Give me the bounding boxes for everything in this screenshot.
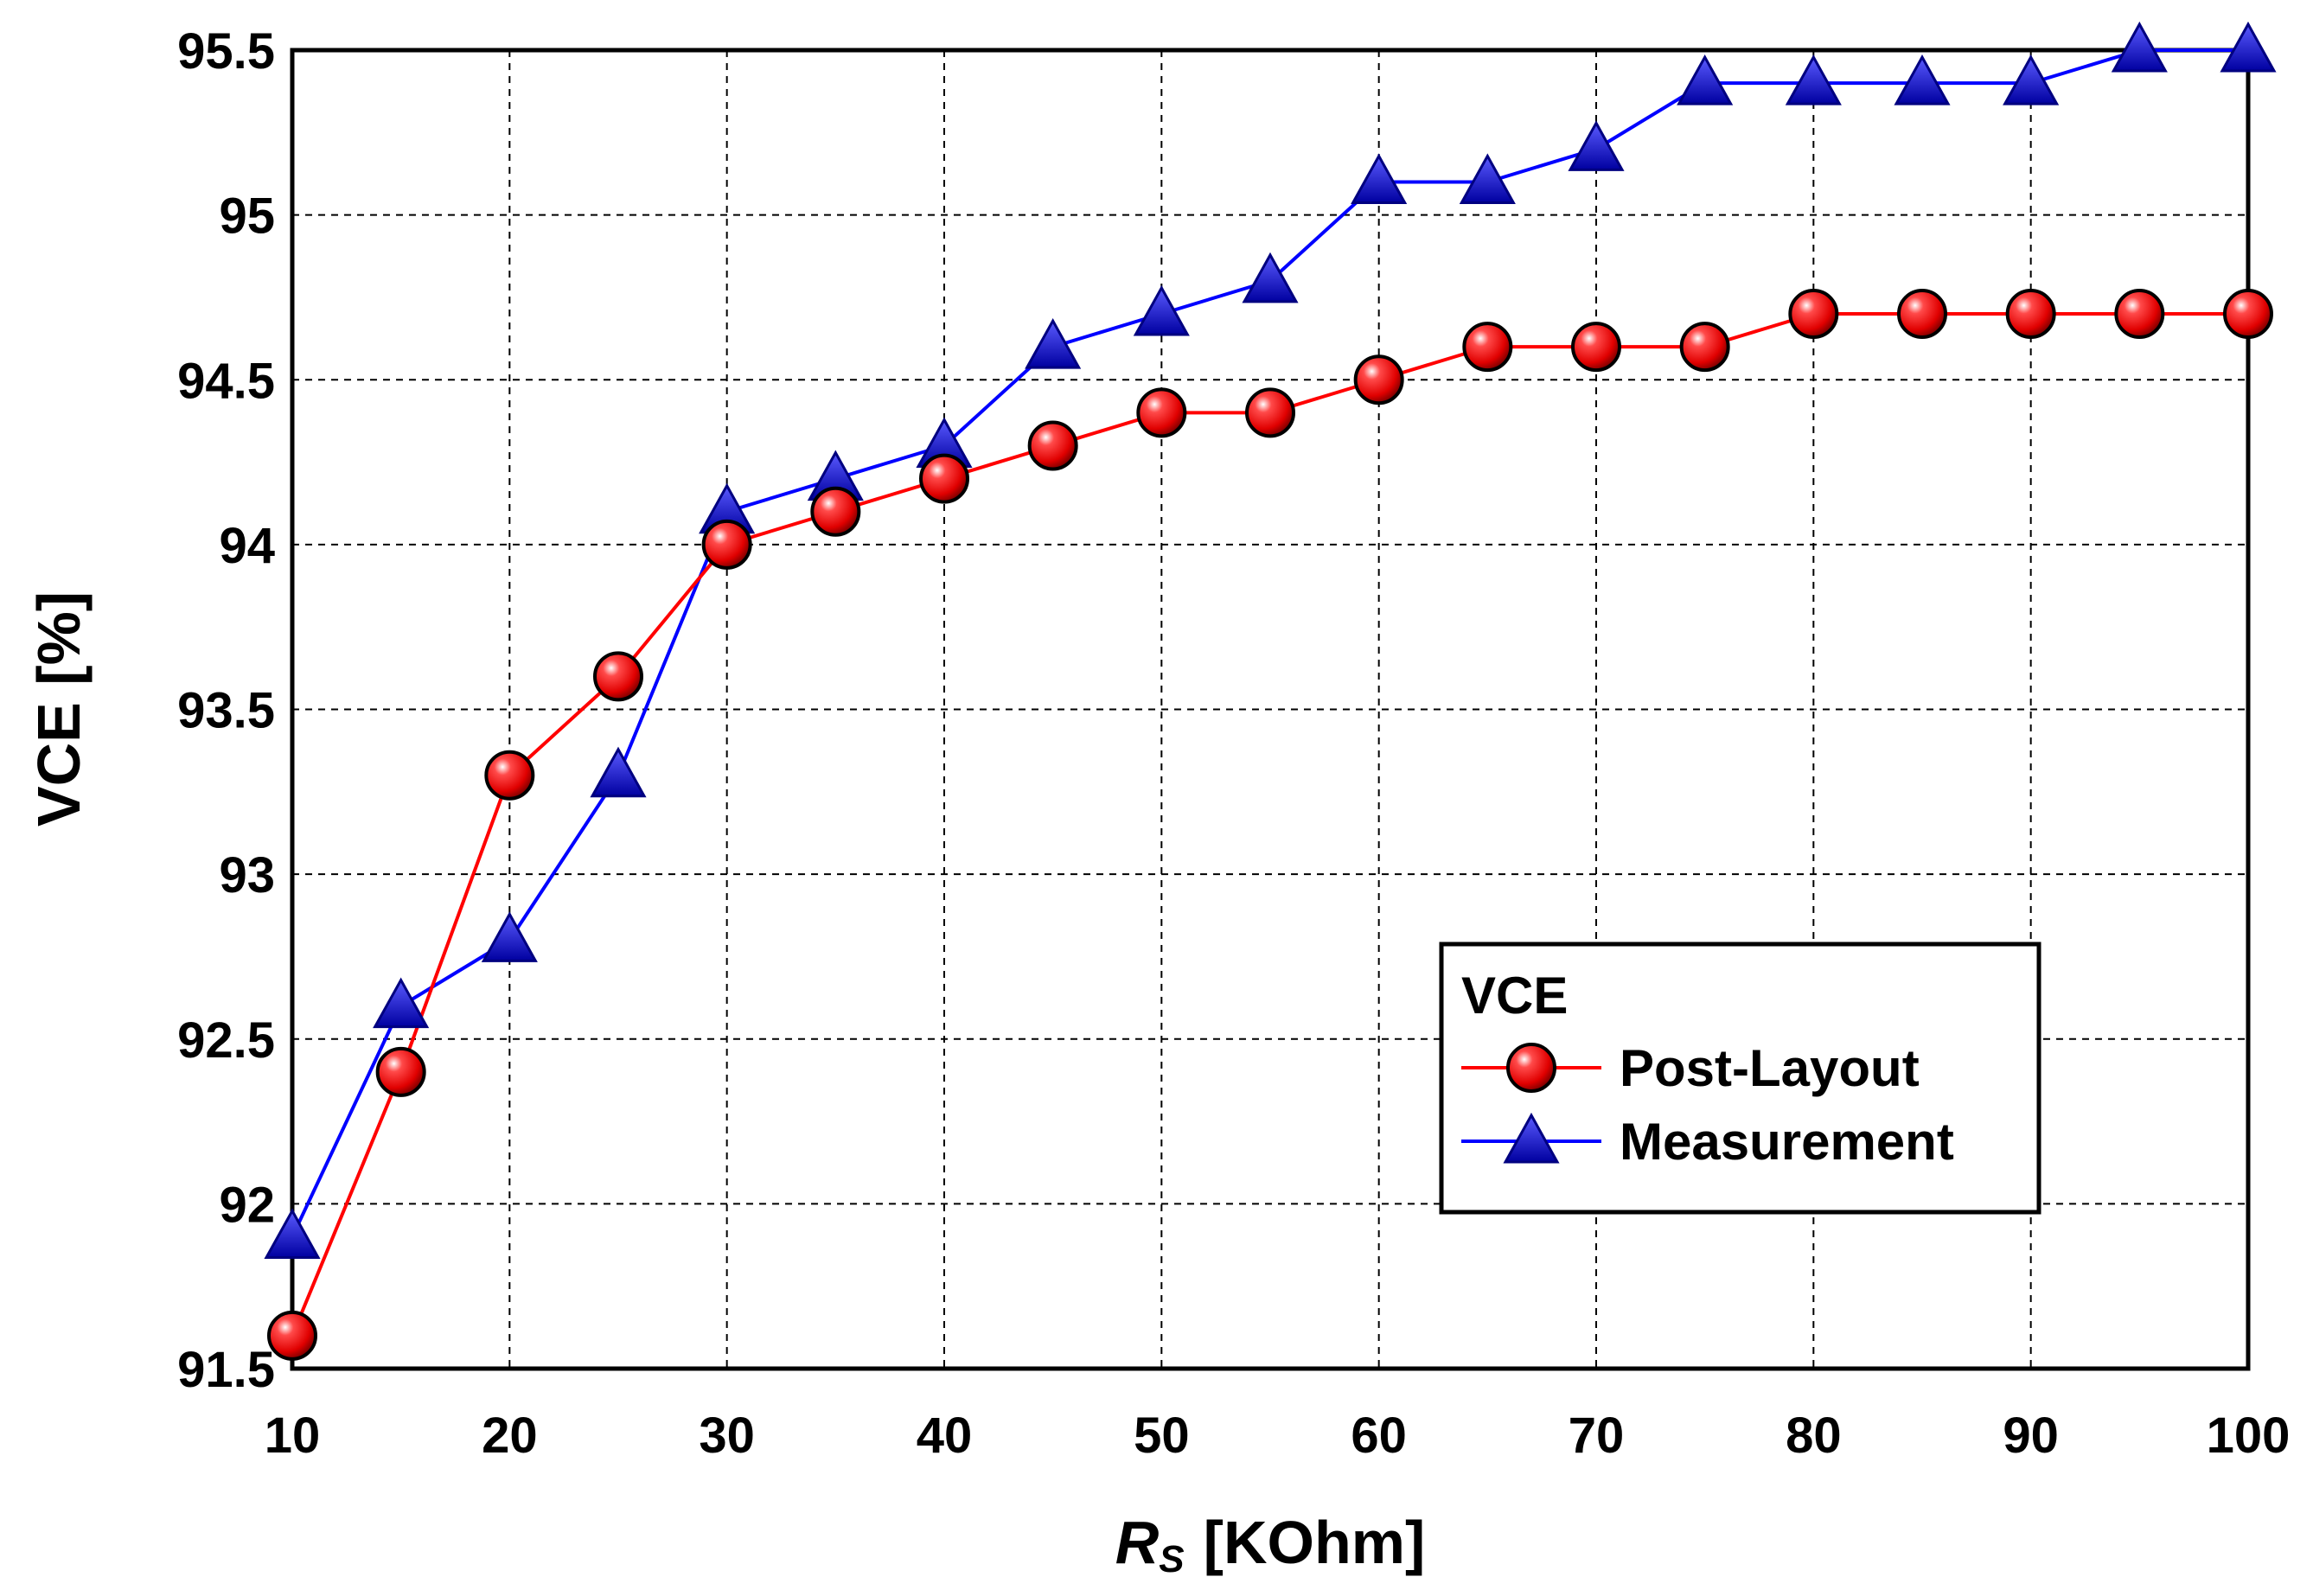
series-layer bbox=[264, 21, 2277, 1361]
y-tick-labels: 91.5 92 92.5 93 93.5 94 94.5 95 95.5 bbox=[177, 23, 275, 1398]
data-point-measurement bbox=[1785, 54, 1842, 105]
legend-marker-measurement bbox=[1503, 1112, 1560, 1164]
x-axis-title: RS [KOhm] bbox=[1115, 1509, 1426, 1580]
data-point-post-layout bbox=[1679, 322, 1730, 373]
y-tick-label: 92 bbox=[219, 1177, 275, 1233]
y-tick-label: 91.5 bbox=[177, 1342, 275, 1398]
data-point-post-layout bbox=[1788, 289, 1839, 339]
legend-marker-post-layout bbox=[1506, 1043, 1556, 1093]
data-point-measurement bbox=[373, 977, 430, 1029]
x-tick-label: 30 bbox=[699, 1408, 755, 1464]
x-tick-label: 80 bbox=[1786, 1408, 1842, 1464]
x-tick-label: 70 bbox=[1569, 1408, 1625, 1464]
y-tick-label: 94 bbox=[219, 518, 275, 574]
data-point-post-layout bbox=[2223, 289, 2273, 339]
x-axis-subscript: S bbox=[1159, 1538, 1184, 1580]
data-point-measurement bbox=[1133, 284, 1190, 336]
data-point-post-layout bbox=[267, 1310, 317, 1361]
x-tick-label: 50 bbox=[1134, 1408, 1190, 1464]
y-tick-label: 92.5 bbox=[177, 1012, 275, 1069]
y-axis-title: VCE [%] bbox=[25, 591, 93, 827]
x-tick-label: 20 bbox=[482, 1408, 538, 1464]
data-point-post-layout bbox=[484, 750, 535, 801]
data-point-post-layout bbox=[810, 486, 861, 537]
data-point-measurement bbox=[2111, 21, 2168, 73]
data-point-post-layout bbox=[2005, 289, 2056, 339]
x-axis-symbol: R bbox=[1115, 1509, 1160, 1576]
legend-label-post-layout: Post-Layout bbox=[1620, 1039, 1920, 1097]
data-point-measurement bbox=[590, 746, 647, 798]
plot-frame bbox=[290, 48, 2251, 1371]
x-tick-label: 40 bbox=[917, 1408, 973, 1464]
x-tick-label: 100 bbox=[2207, 1408, 2291, 1464]
data-point-measurement bbox=[1351, 153, 1408, 204]
data-point-measurement bbox=[481, 911, 538, 962]
data-point-post-layout bbox=[701, 519, 752, 570]
x-tick-label: 60 bbox=[1351, 1408, 1407, 1464]
data-point-measurement bbox=[1894, 54, 1951, 105]
data-point-post-layout bbox=[593, 651, 643, 702]
data-point-measurement bbox=[1025, 318, 1082, 369]
data-point-post-layout bbox=[1245, 387, 1295, 438]
data-point-post-layout bbox=[375, 1046, 426, 1097]
data-point-post-layout bbox=[1462, 322, 1513, 373]
data-point-measurement bbox=[2220, 21, 2277, 73]
data-point-measurement bbox=[1242, 252, 1299, 303]
x-tick-label: 90 bbox=[2003, 1408, 2059, 1464]
data-point-measurement bbox=[2003, 54, 2060, 105]
legend-label-measurement: Measurement bbox=[1620, 1113, 1954, 1171]
y-tick-label: 93 bbox=[219, 847, 275, 903]
grid-lines bbox=[292, 50, 2248, 1369]
data-point-measurement bbox=[1568, 120, 1625, 171]
data-point-post-layout bbox=[919, 453, 969, 504]
x-tick-labels: 10 20 30 40 50 60 70 80 90 100 bbox=[265, 1408, 2291, 1464]
x-tick-label: 10 bbox=[265, 1408, 321, 1464]
y-tick-label: 95.5 bbox=[177, 23, 275, 80]
data-point-post-layout bbox=[1136, 387, 1187, 438]
x-axis-unit: [KOhm] bbox=[1204, 1509, 1426, 1576]
data-point-post-layout bbox=[1571, 322, 1621, 373]
data-point-post-layout bbox=[2114, 289, 2165, 339]
y-tick-label: 95 bbox=[219, 188, 275, 245]
data-point-post-layout bbox=[1353, 354, 1404, 405]
y-tick-label: 94.5 bbox=[177, 353, 275, 409]
y-tick-label: 93.5 bbox=[177, 683, 275, 739]
data-point-measurement bbox=[1459, 153, 1516, 204]
legend-title: VCE bbox=[1461, 967, 1568, 1025]
legend: VCE Post-Layout Measurement bbox=[1439, 942, 2041, 1215]
data-point-measurement bbox=[264, 1208, 321, 1259]
data-point-post-layout bbox=[1897, 289, 1947, 339]
data-point-measurement bbox=[1677, 54, 1734, 105]
data-point-post-layout bbox=[1027, 420, 1078, 471]
